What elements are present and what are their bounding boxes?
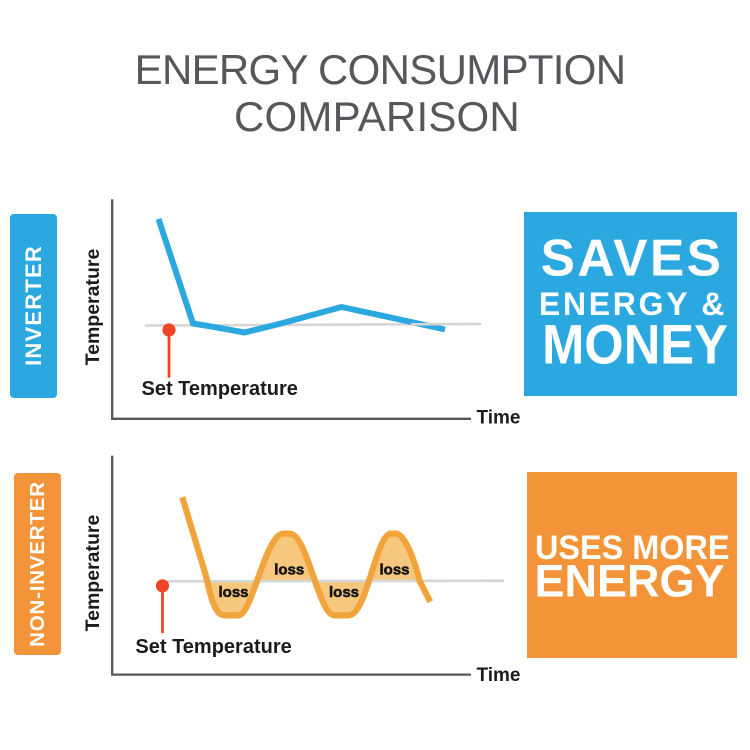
svg-text:Set Temperature: Set Temperature	[135, 636, 291, 658]
svg-text:Temperature: Temperature	[82, 515, 104, 632]
svg-text:MONEY: MONEY	[542, 314, 728, 376]
svg-text:loss: loss	[274, 562, 304, 579]
svg-text:Set Temperature: Set Temperature	[142, 378, 298, 400]
svg-text:loss: loss	[329, 584, 359, 601]
svg-text:Temperature: Temperature	[82, 249, 104, 366]
svg-text:Time: Time	[477, 665, 521, 686]
svg-text:Time: Time	[477, 408, 521, 429]
svg-text:SAVES: SAVES	[541, 229, 724, 287]
svg-text:loss: loss	[379, 562, 409, 579]
svg-text:USES MORE: USES MORE	[535, 529, 730, 567]
svg-text:ENERGY: ENERGY	[535, 555, 725, 606]
svg-text:loss: loss	[218, 584, 248, 601]
svg-text:ENERGY &: ENERGY &	[539, 286, 727, 322]
